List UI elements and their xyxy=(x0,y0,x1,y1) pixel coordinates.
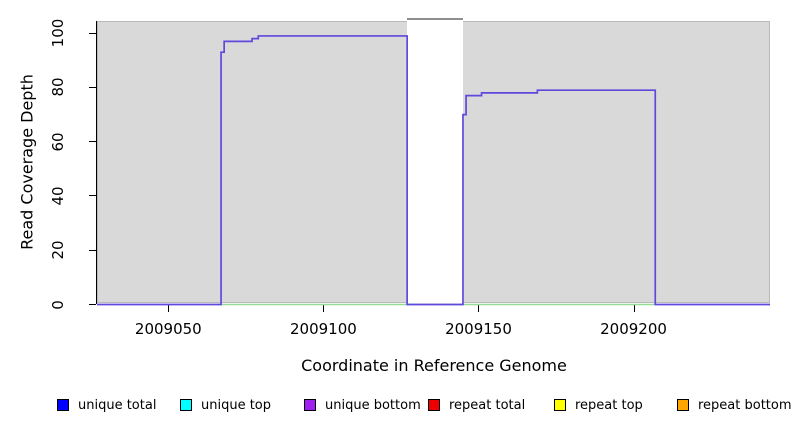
legend-item-unique-total: unique total xyxy=(57,397,156,413)
coverage-gap-band xyxy=(407,18,463,303)
y-tick-label: 0 xyxy=(49,299,67,310)
y-axis-line xyxy=(95,21,97,304)
x-tick-mark xyxy=(168,305,170,312)
y-tick-label: 100 xyxy=(49,18,67,48)
legend-label: repeat total xyxy=(449,397,526,413)
legend-swatch-unique-bottom xyxy=(304,399,316,411)
x-tick-label: 2009200 xyxy=(600,320,667,338)
legend-item-unique-top: unique top xyxy=(180,397,271,413)
x-tick-mark xyxy=(478,305,480,312)
y-tick-label: 80 xyxy=(49,77,67,97)
y-tick-label: 40 xyxy=(49,186,67,206)
legend-label: repeat bottom xyxy=(698,397,792,413)
legend-item-unique-bottom: unique bottom xyxy=(304,397,421,413)
y-tick-mark xyxy=(89,32,96,34)
x-tick-label: 2009050 xyxy=(134,320,202,338)
legend-label: unique top xyxy=(201,397,272,413)
x-tick-label: 2009100 xyxy=(289,320,357,338)
x-tick-mark xyxy=(633,305,635,312)
legend-item-repeat-bottom: repeat bottom xyxy=(677,397,792,413)
legend-swatch-repeat-total xyxy=(428,399,440,411)
y-tick-mark xyxy=(89,141,96,143)
y-axis-title: Read Coverage Depth xyxy=(17,74,37,250)
y-tick-mark xyxy=(89,249,96,251)
x-tick-mark xyxy=(323,305,325,312)
x-axis-title: Coordinate in Reference Genome xyxy=(301,356,567,375)
y-tick-label: 60 xyxy=(49,132,67,152)
legend-item-repeat-top: repeat top xyxy=(554,397,643,413)
y-tick-mark xyxy=(89,86,96,88)
y-tick-label: 20 xyxy=(49,240,67,260)
legend-label: unique total xyxy=(78,397,157,413)
legend-swatch-unique-top xyxy=(180,399,192,411)
legend-swatch-unique-total xyxy=(57,399,69,411)
legend-swatch-repeat-bottom xyxy=(677,399,689,411)
legend: unique total unique top unique bottom repea… xyxy=(0,397,792,417)
legend-label: unique bottom xyxy=(325,397,421,413)
legend-label: repeat top xyxy=(575,397,643,413)
legend-swatch-repeat-top xyxy=(554,399,566,411)
x-tick-label: 2009150 xyxy=(445,320,512,338)
y-tick-mark xyxy=(89,195,96,197)
y-tick-mark xyxy=(89,304,96,305)
legend-item-repeat-total: repeat total xyxy=(428,397,525,413)
